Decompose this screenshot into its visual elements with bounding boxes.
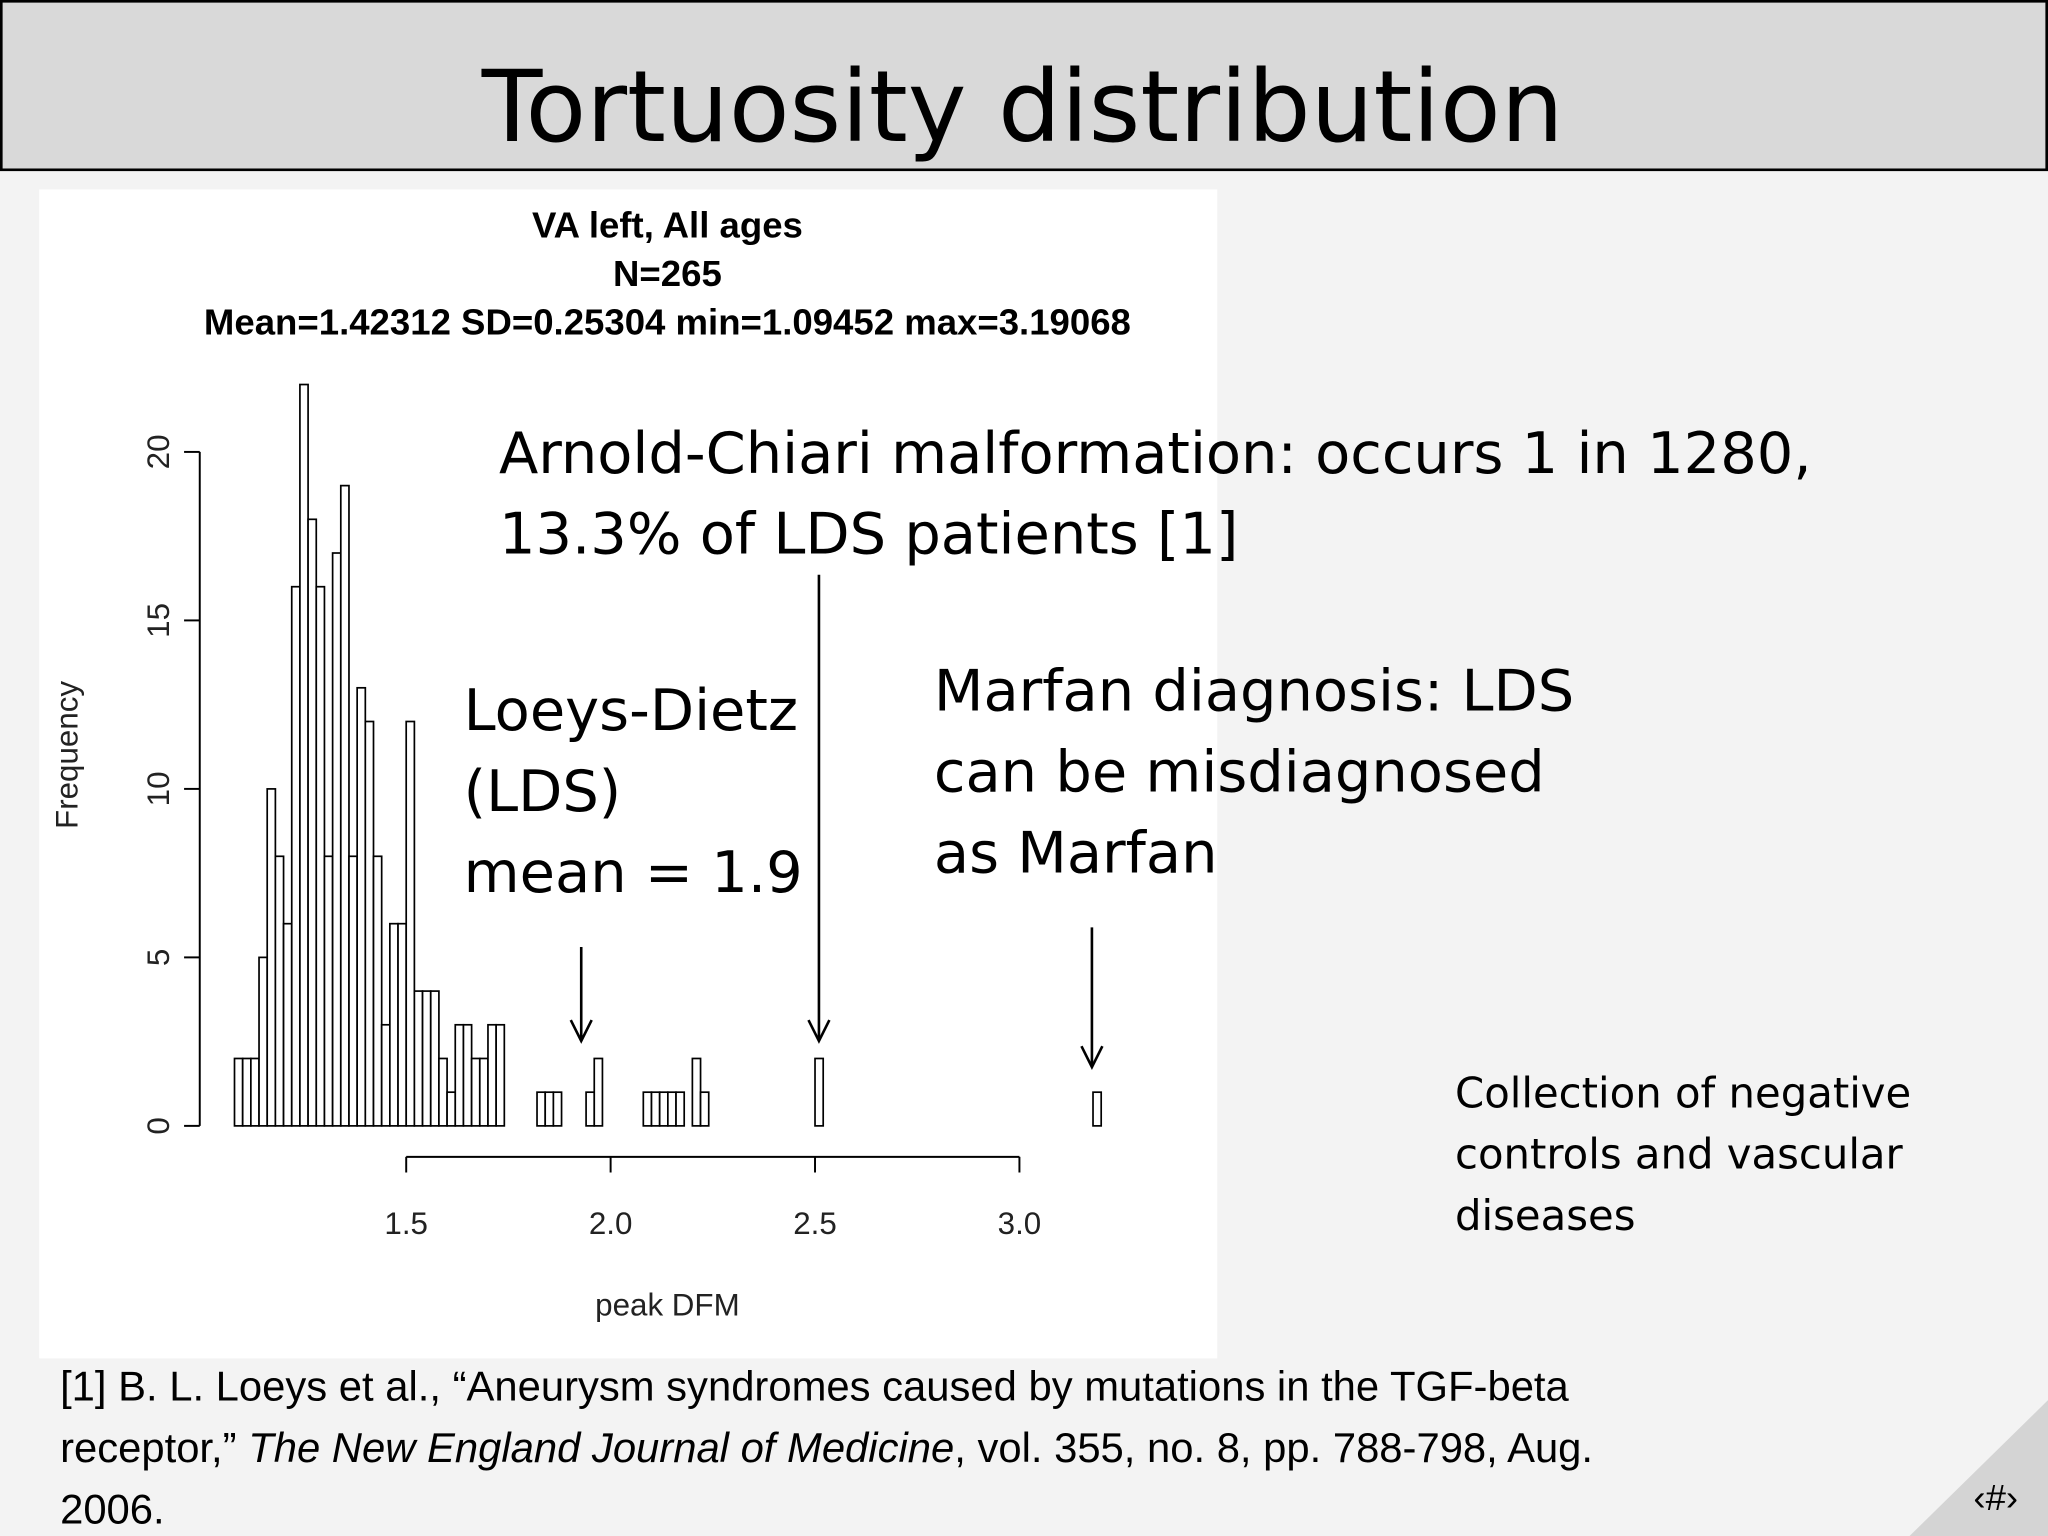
bar bbox=[397, 922, 408, 1127]
page-number: ‹#› bbox=[1973, 1477, 2018, 1518]
y-tick-label: 0 bbox=[141, 1117, 176, 1134]
x-tick-label: 3.0 bbox=[998, 1206, 1042, 1241]
y-tick-label: 15 bbox=[141, 603, 176, 638]
arrow-head bbox=[569, 1019, 593, 1044]
bar bbox=[364, 720, 375, 1127]
bar bbox=[290, 585, 301, 1127]
footnote-segment: , vol. 355, no. 8, pp. 788-798, Aug. bbox=[954, 1424, 1593, 1471]
bar bbox=[372, 855, 383, 1127]
bar bbox=[282, 922, 293, 1127]
footnote-segment: The New England Journal of Medicine bbox=[248, 1424, 954, 1471]
bar bbox=[470, 1057, 481, 1127]
bar bbox=[650, 1091, 661, 1127]
bar bbox=[478, 1057, 489, 1127]
bar bbox=[315, 585, 326, 1127]
bar bbox=[307, 518, 318, 1127]
bar bbox=[413, 990, 424, 1127]
footnote-segment: 2006. bbox=[60, 1486, 165, 1533]
y-tick-label: 20 bbox=[141, 434, 176, 469]
bar bbox=[642, 1091, 653, 1127]
x-tick-label: 1.5 bbox=[384, 1206, 428, 1241]
annotation: Marfan diagnosis: LDS bbox=[934, 657, 1574, 724]
bar bbox=[536, 1091, 547, 1127]
annotation: 13.3% of LDS patients [1] bbox=[499, 501, 1238, 568]
bar bbox=[552, 1091, 563, 1127]
slide-title: Tortuosity distribution bbox=[481, 50, 1564, 165]
footnote-segment: [1] B. L. Loeys et al., “Aneurysm syndro… bbox=[60, 1363, 1569, 1410]
bar bbox=[266, 788, 277, 1127]
bar bbox=[258, 956, 269, 1127]
bar bbox=[438, 1057, 448, 1127]
x-tick-label: 2.5 bbox=[793, 1206, 837, 1241]
bar bbox=[1092, 1091, 1103, 1127]
arrow-head bbox=[1080, 1045, 1104, 1071]
bar bbox=[405, 720, 416, 1127]
bar bbox=[339, 484, 350, 1127]
bar bbox=[323, 855, 334, 1127]
annotation: can be misdiagnosed bbox=[934, 738, 1545, 805]
annotation: Loeys-Dietz bbox=[464, 677, 798, 744]
bar bbox=[356, 686, 367, 1127]
chart-subtitle: N=265 bbox=[613, 253, 722, 294]
bar bbox=[299, 383, 309, 1127]
chart-subtitle: Mean=1.42312 SD=0.25304 min=1.09452 max=… bbox=[204, 301, 1131, 342]
title-bar bbox=[0, 0, 2048, 172]
y-axis-label: Frequency bbox=[50, 681, 85, 829]
bar bbox=[241, 1057, 252, 1127]
footnote-line: [1] B. L. Loeys et al., “Aneurysm syndro… bbox=[60, 1363, 1569, 1410]
bar bbox=[593, 1057, 604, 1127]
footnote-line: receptor,” The New England Journal of Me… bbox=[60, 1424, 1593, 1471]
bar bbox=[250, 1057, 260, 1127]
bar bbox=[666, 1091, 677, 1127]
bar bbox=[691, 1057, 702, 1127]
chart-title: VA left, All ages bbox=[532, 205, 803, 246]
bar bbox=[454, 1023, 465, 1127]
bar bbox=[487, 1023, 497, 1127]
y-tick-label: 5 bbox=[141, 949, 176, 966]
bar bbox=[462, 1023, 473, 1127]
bar bbox=[446, 1091, 457, 1127]
footnote-segment: receptor,” bbox=[60, 1424, 248, 1471]
bar bbox=[233, 1057, 244, 1127]
annotation: as Marfan bbox=[934, 819, 1218, 886]
bar bbox=[274, 855, 285, 1127]
bar bbox=[699, 1091, 710, 1127]
bar bbox=[544, 1091, 555, 1127]
bar bbox=[380, 1023, 391, 1127]
bar bbox=[658, 1091, 669, 1127]
annotation: (LDS) bbox=[464, 758, 622, 825]
annotation: Arnold-Chiari malformation: occurs 1 in … bbox=[499, 420, 1812, 487]
bar bbox=[814, 1057, 825, 1127]
arrows bbox=[569, 574, 1104, 1071]
bar bbox=[429, 990, 440, 1127]
annotation: mean = 1.9 bbox=[464, 839, 803, 906]
y-tick-label: 10 bbox=[141, 771, 176, 806]
chart-panel bbox=[39, 189, 1218, 1359]
bar bbox=[495, 1023, 506, 1127]
bar bbox=[331, 552, 342, 1127]
annotation: diseases bbox=[1455, 1191, 1635, 1240]
x-tick-label: 2.0 bbox=[589, 1206, 633, 1241]
bar bbox=[421, 990, 432, 1127]
arrow-head bbox=[807, 1019, 831, 1044]
bar bbox=[675, 1091, 686, 1127]
annotation: Collection of negative bbox=[1455, 1068, 1911, 1117]
bar bbox=[389, 922, 399, 1127]
bar bbox=[585, 1091, 596, 1127]
bar bbox=[348, 855, 358, 1127]
annotation: controls and vascular bbox=[1455, 1130, 1904, 1179]
footnote-line: 2006. bbox=[60, 1486, 165, 1533]
x-axis-label: peak DFM bbox=[595, 1287, 740, 1322]
